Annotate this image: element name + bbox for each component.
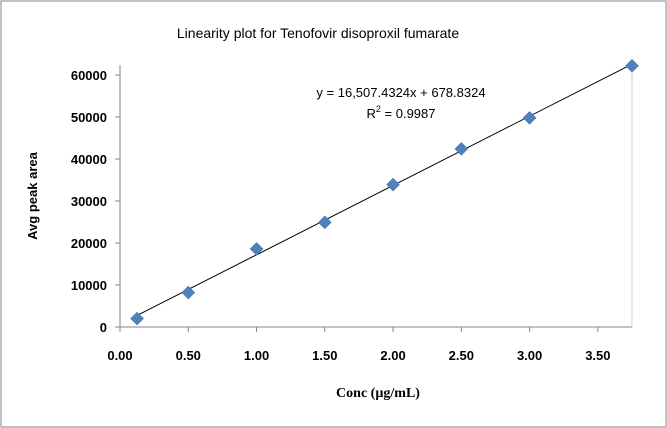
trendline-equation: y = 16,507.4324x + 678.8324 <box>316 85 485 100</box>
x-tick-label: 2.50 <box>449 348 474 363</box>
r-squared-label: R2 = 0.9987 <box>367 104 436 121</box>
data-point <box>454 142 469 156</box>
x-tick-label: 0.00 <box>107 348 132 363</box>
y-tick-label: 30000 <box>71 194 107 209</box>
x-tick-label: 3.50 <box>585 348 610 363</box>
y-tick-label: 40000 <box>71 152 107 167</box>
x-tick-label: 3.00 <box>517 348 542 363</box>
y-tick-label: 50000 <box>71 110 107 125</box>
plot-area: 0 10000 20000 30000 40000 50000 60000 0.00 0.50 1… <box>71 58 639 363</box>
data-point <box>522 110 537 125</box>
r2-superscript: 2 <box>376 104 381 114</box>
data-point <box>249 242 264 256</box>
data-point <box>181 285 196 300</box>
x-axis-label: Conc (µg/mL) <box>336 386 420 401</box>
x-tick-label: 1.00 <box>244 348 269 363</box>
data-point <box>625 58 639 73</box>
trendline <box>136 63 633 316</box>
data-point <box>317 215 332 230</box>
r2-letter: R <box>367 106 376 121</box>
x-tick-label: 0.50 <box>176 348 201 363</box>
y-tick-label: 10000 <box>71 278 107 293</box>
x-tick-label: 2.00 <box>380 348 405 363</box>
y-tick-label: 0 <box>100 320 107 335</box>
r2-value: = 0.9987 <box>381 106 436 121</box>
y-axis-label: Avg peak area <box>25 151 40 239</box>
y-tick-label: 60000 <box>71 68 107 83</box>
x-tick-label: 1.50 <box>312 348 337 363</box>
y-tick-label: 20000 <box>71 236 107 251</box>
chart-title: Linearity plot for Tenofovir disoproxil … <box>177 25 459 41</box>
data-point <box>130 311 144 326</box>
data-point <box>386 177 400 192</box>
